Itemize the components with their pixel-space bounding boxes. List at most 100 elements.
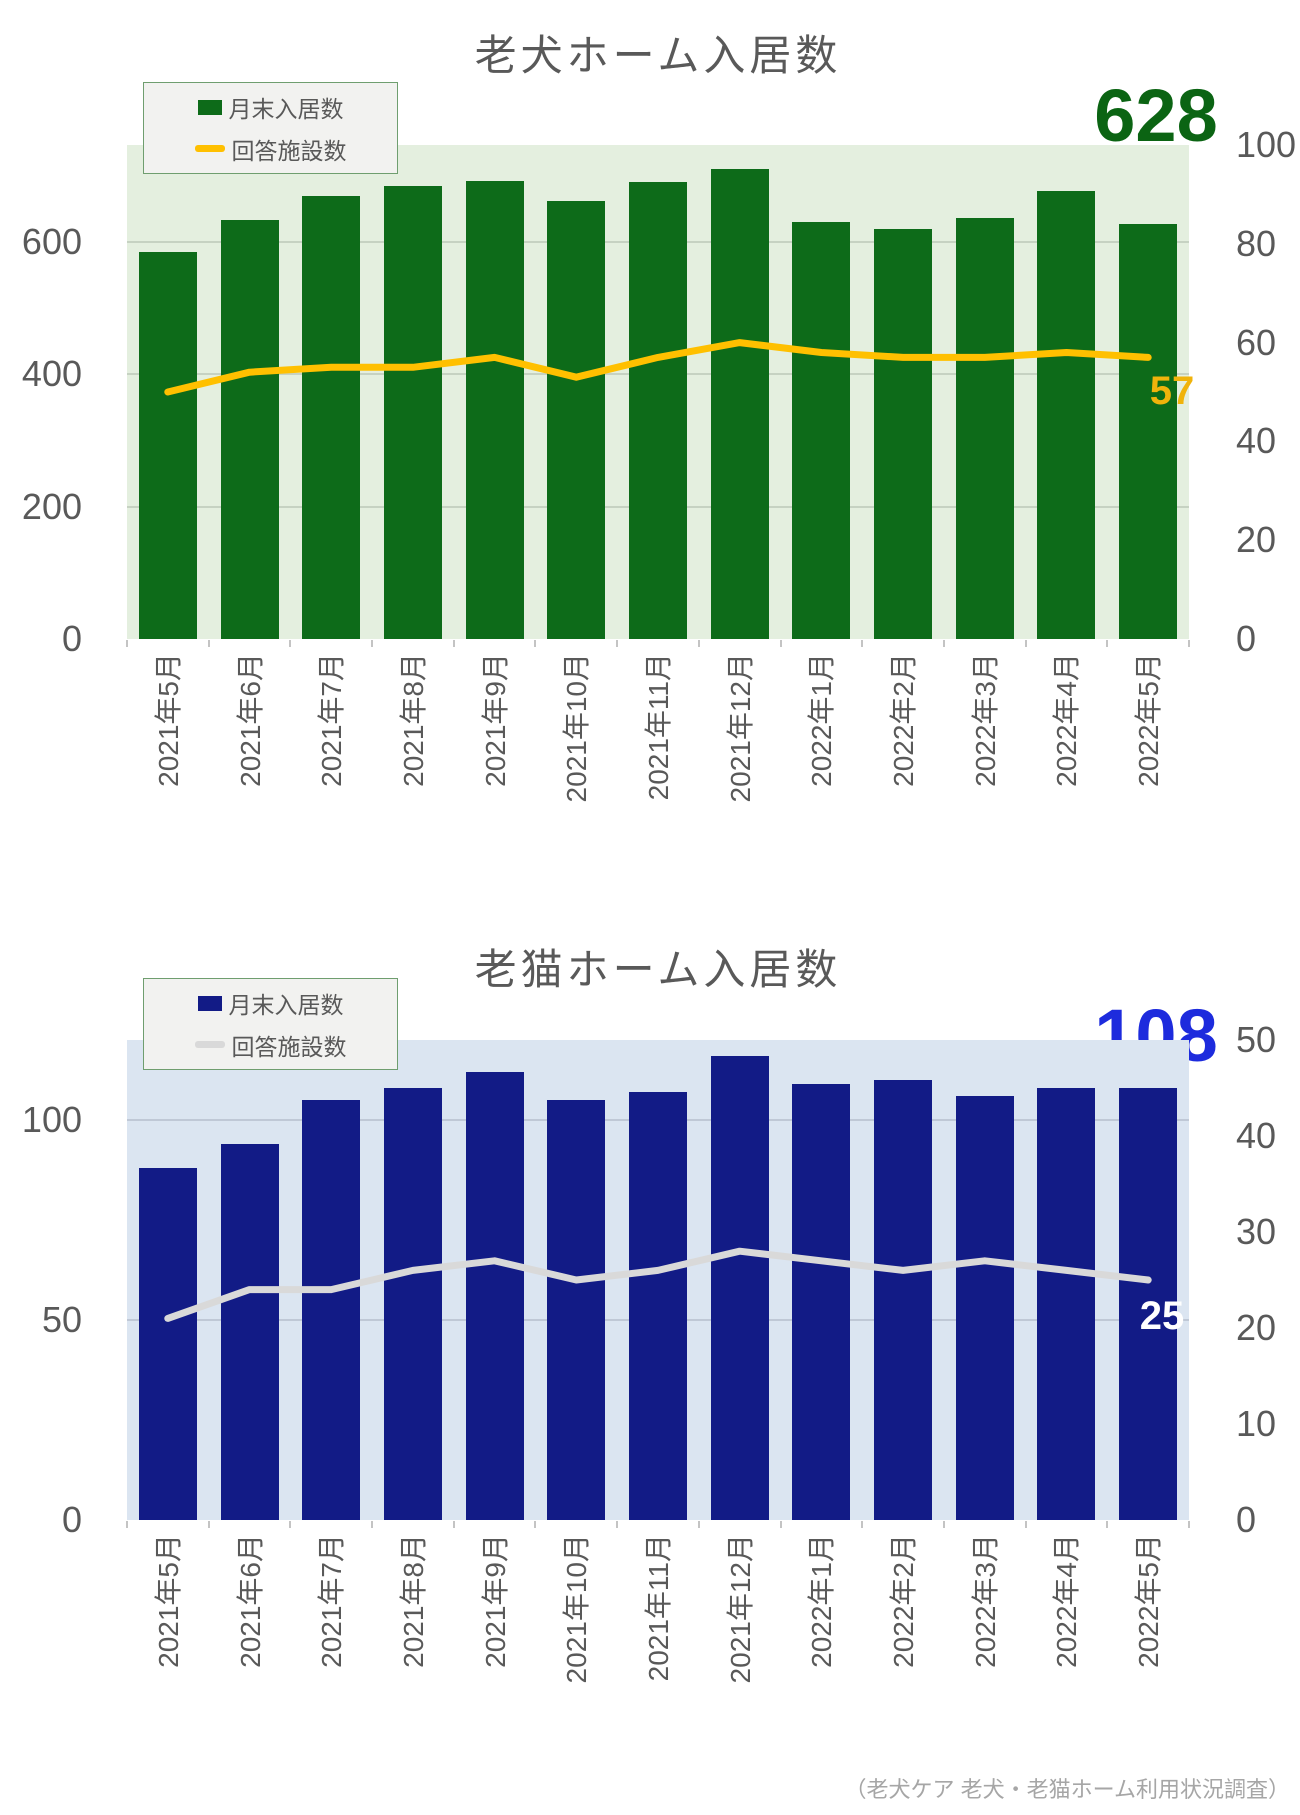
right-axis-tick-label: 40: [1236, 420, 1277, 462]
x-axis-tick: [289, 1521, 292, 1528]
legend-item-bar-series: 月末入居数: [197, 986, 344, 1020]
x-axis-label: 2022年1月: [806, 653, 838, 787]
bar-2021年5月: [138, 1168, 197, 1520]
x-axis-label: 2022年5月: [1133, 1534, 1165, 1668]
right-axis-tick-label: 50: [1236, 1019, 1277, 1060]
bar-series-label: 月末入居数: [228, 96, 344, 123]
x-axis-label: 2022年2月: [888, 653, 920, 787]
x-axis-label: 2021年10月: [561, 1534, 593, 1684]
bar-2022年3月: [955, 218, 1014, 639]
x-axis-tick: [534, 1521, 537, 1528]
line-series: [164, 339, 1152, 396]
x-axis-label: 2022年1月: [806, 1534, 838, 1668]
x-axis-tick: [942, 1521, 945, 1528]
x-axis-label: 2021年6月: [234, 653, 266, 787]
x-axis-label: 2021年12月: [724, 1534, 756, 1684]
x-axis-tick: [1188, 1521, 1190, 1528]
legend-item-line-series: 回答施設数: [194, 132, 347, 166]
x-axis-label: 2021年7月: [316, 653, 348, 787]
right-axis-tick-label: 20: [1236, 1307, 1277, 1348]
x-axis-label: 2021年7月: [316, 1534, 348, 1668]
x-axis-label: 2021年10月: [561, 653, 593, 803]
x-axis-tick: [289, 640, 292, 647]
bar-2022年2月: [874, 1080, 933, 1520]
bar-2021年11月: [629, 1092, 687, 1520]
left-axis-tick-label: 100: [21, 1099, 82, 1140]
x-axis-label: 2022年4月: [1051, 653, 1083, 787]
left-axis-tick-label: 0: [61, 1499, 82, 1540]
x-axis-tick: [371, 640, 374, 647]
bar-2021年8月: [383, 186, 442, 639]
x-axis-tick: [1188, 640, 1190, 647]
x-axis-label: 2021年8月: [397, 1534, 429, 1668]
x-axis-label: 2021年9月: [479, 653, 511, 787]
latest-bar-value-label: 628: [1094, 74, 1218, 157]
right-axis-tick-label: 0: [1236, 618, 1257, 659]
x-axis-tick: [207, 640, 210, 647]
line-series-swatch: [194, 145, 225, 153]
x-axis-label: 2021年6月: [234, 1534, 266, 1668]
x-axis-label: 2021年11月: [643, 653, 674, 801]
legend-item-line-series: 回答施設数: [194, 1028, 347, 1062]
x-axis-tick: [861, 640, 864, 647]
latest-line-value-label: 57: [1149, 369, 1195, 413]
chart-title: 老猫ホーム入居数: [474, 946, 842, 993]
x-axis-tick: [616, 1521, 619, 1528]
bar-2022年3月: [955, 1096, 1014, 1520]
chart-title: 老犬ホーム入居数: [474, 32, 842, 79]
bar-2022年4月: [1037, 1088, 1096, 1520]
x-axis-tick: [779, 640, 782, 647]
x-axis-label: 2021年8月: [397, 653, 429, 787]
x-axis-label: 2022年3月: [969, 653, 1001, 787]
right-axis-tick-label: 20: [1236, 519, 1277, 561]
left-axis-tick-label: 200: [21, 485, 82, 527]
right-axis-tick-label: 10: [1236, 1403, 1277, 1444]
x-axis-tick: [942, 640, 945, 647]
line-series-label: 回答施設数: [231, 1033, 347, 1060]
right-axis-tick-label: 80: [1236, 222, 1277, 264]
line-series-label: 回答施設数: [231, 137, 347, 164]
x-axis-tick: [697, 640, 700, 647]
legend: 月末入居数 回答施設数: [143, 978, 398, 1070]
latest-line-value-label: 25: [1139, 1294, 1185, 1338]
bar-2021年7月: [302, 195, 361, 639]
x-axis-label: 2021年12月: [724, 653, 756, 803]
x-axis-label: 2022年4月: [1051, 1534, 1083, 1668]
left-axis-tick-label: 600: [21, 221, 82, 263]
x-axis-tick: [126, 1521, 128, 1528]
bar-2021年8月: [383, 1088, 442, 1520]
right-axis-tick-label: 40: [1236, 1115, 1277, 1156]
x-axis-label: 2022年5月: [1133, 653, 1165, 787]
bar-2021年12月: [710, 1056, 769, 1520]
bar-2022年1月: [792, 1084, 851, 1520]
x-axis-tick: [861, 1521, 864, 1528]
bar-2021年10月: [547, 1100, 606, 1520]
x-axis-tick: [452, 1521, 455, 1528]
x-axis-label: 2021年11月: [643, 1534, 674, 1682]
source-footnote: （老犬ケア 老犬・老猫ホーム利用状況調査）: [844, 1777, 1290, 1802]
left-axis-tick-label: 0: [61, 618, 82, 659]
bar-2021年5月: [138, 252, 197, 639]
x-axis-label: 2021年5月: [152, 653, 184, 787]
legend-item-bar-series: 月末入居数: [197, 90, 344, 124]
right-axis-tick-label: 60: [1236, 321, 1277, 363]
line-series-swatch: [194, 1041, 225, 1049]
x-axis-tick: [1024, 1521, 1027, 1528]
x-axis-tick: [534, 640, 537, 647]
bar-2021年6月: [220, 1144, 279, 1520]
right-axis-tick-label: 30: [1236, 1211, 1277, 1252]
x-axis-tick: [452, 640, 455, 647]
bar-2021年9月: [465, 181, 524, 639]
left-axis-tick-label: 50: [41, 1299, 82, 1340]
bar-series-swatch: [197, 995, 222, 1011]
x-axis-tick: [779, 1521, 782, 1528]
right-axis-tick-label: 100: [1236, 124, 1297, 165]
bar-2021年6月: [220, 219, 279, 639]
x-axis-tick: [697, 1521, 700, 1528]
x-axis-tick: [616, 640, 619, 647]
line-series: [164, 1247, 1152, 1322]
bar-2021年7月: [302, 1100, 361, 1520]
x-axis-tick: [207, 1521, 210, 1528]
x-axis-tick: [1106, 640, 1109, 647]
bar-series-label: 月末入居数: [228, 992, 344, 1019]
